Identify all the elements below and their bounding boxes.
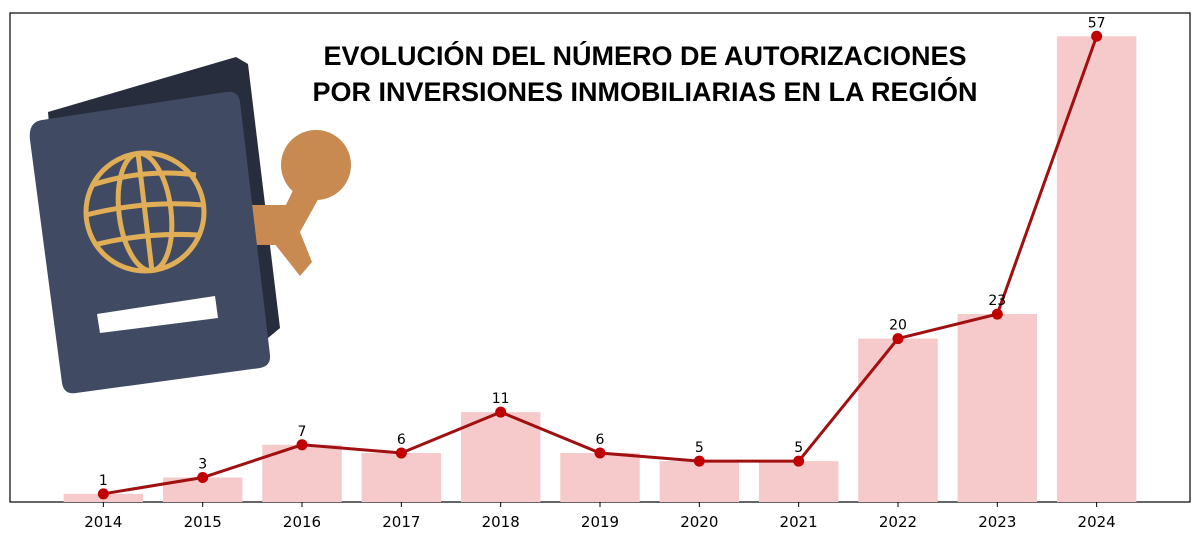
x-tick-label-2020: 2020	[680, 513, 718, 531]
chart-title-line-2: POR INVERSIONES INMOBILIARIAS EN LA REGI…	[312, 77, 978, 107]
bar-2023	[957, 314, 1038, 502]
bar-2024	[1056, 36, 1137, 503]
x-tick-label-2024: 2024	[1078, 513, 1116, 531]
bar-2022	[858, 338, 938, 502]
point-2016	[296, 439, 308, 451]
x-tick-label-2014: 2014	[84, 513, 122, 531]
x-tick-label-2019: 2019	[581, 513, 619, 531]
data-label-2022: 20	[889, 318, 907, 334]
globe-icon	[83, 150, 207, 274]
x-tick-label-2022: 2022	[879, 513, 917, 531]
point-2018	[495, 406, 507, 418]
bar-2019	[560, 452, 640, 502]
point-2020	[693, 455, 705, 467]
data-label-2024: 57	[1088, 15, 1106, 31]
data-label-2016: 7	[298, 424, 307, 440]
x-tick-label-2018: 2018	[482, 513, 520, 531]
bar-2017	[361, 452, 442, 502]
data-label-2018: 11	[492, 391, 510, 407]
point-2015	[197, 471, 209, 483]
point-2024	[1091, 30, 1103, 42]
bar-2018	[460, 412, 541, 502]
x-tick-label-2016: 2016	[283, 513, 321, 531]
data-label-2023: 23	[988, 293, 1006, 309]
passport-icon	[29, 57, 351, 394]
x-tick-label-2017: 2017	[382, 513, 420, 531]
data-label-2020: 5	[695, 440, 704, 456]
data-label-2017: 6	[397, 432, 406, 448]
point-2017	[395, 447, 407, 459]
point-2022	[892, 333, 904, 345]
bar-2021	[758, 461, 839, 502]
data-label-2015: 3	[198, 456, 207, 472]
passport-label-bar	[97, 296, 218, 333]
x-tick-label-2021: 2021	[780, 513, 818, 531]
x-tick-label-2023: 2023	[978, 513, 1016, 531]
chart-title-line-1: EVOLUCIÓN DEL NÚMERO DE AUTORIZACIONES	[323, 41, 967, 71]
data-label-2019: 6	[596, 432, 605, 448]
point-2014	[97, 488, 109, 500]
point-2019	[594, 447, 606, 459]
data-label-2021: 5	[794, 440, 803, 456]
data-label-2014: 1	[99, 473, 108, 489]
point-2021	[793, 455, 805, 467]
stamp-icon	[250, 130, 351, 276]
bar-2020	[659, 461, 740, 502]
point-2023	[991, 308, 1003, 320]
chart-title: EVOLUCIÓN DEL NÚMERO DE AUTORIZACIONES P…	[250, 38, 1040, 110]
x-tick-label-2015: 2015	[184, 513, 222, 531]
